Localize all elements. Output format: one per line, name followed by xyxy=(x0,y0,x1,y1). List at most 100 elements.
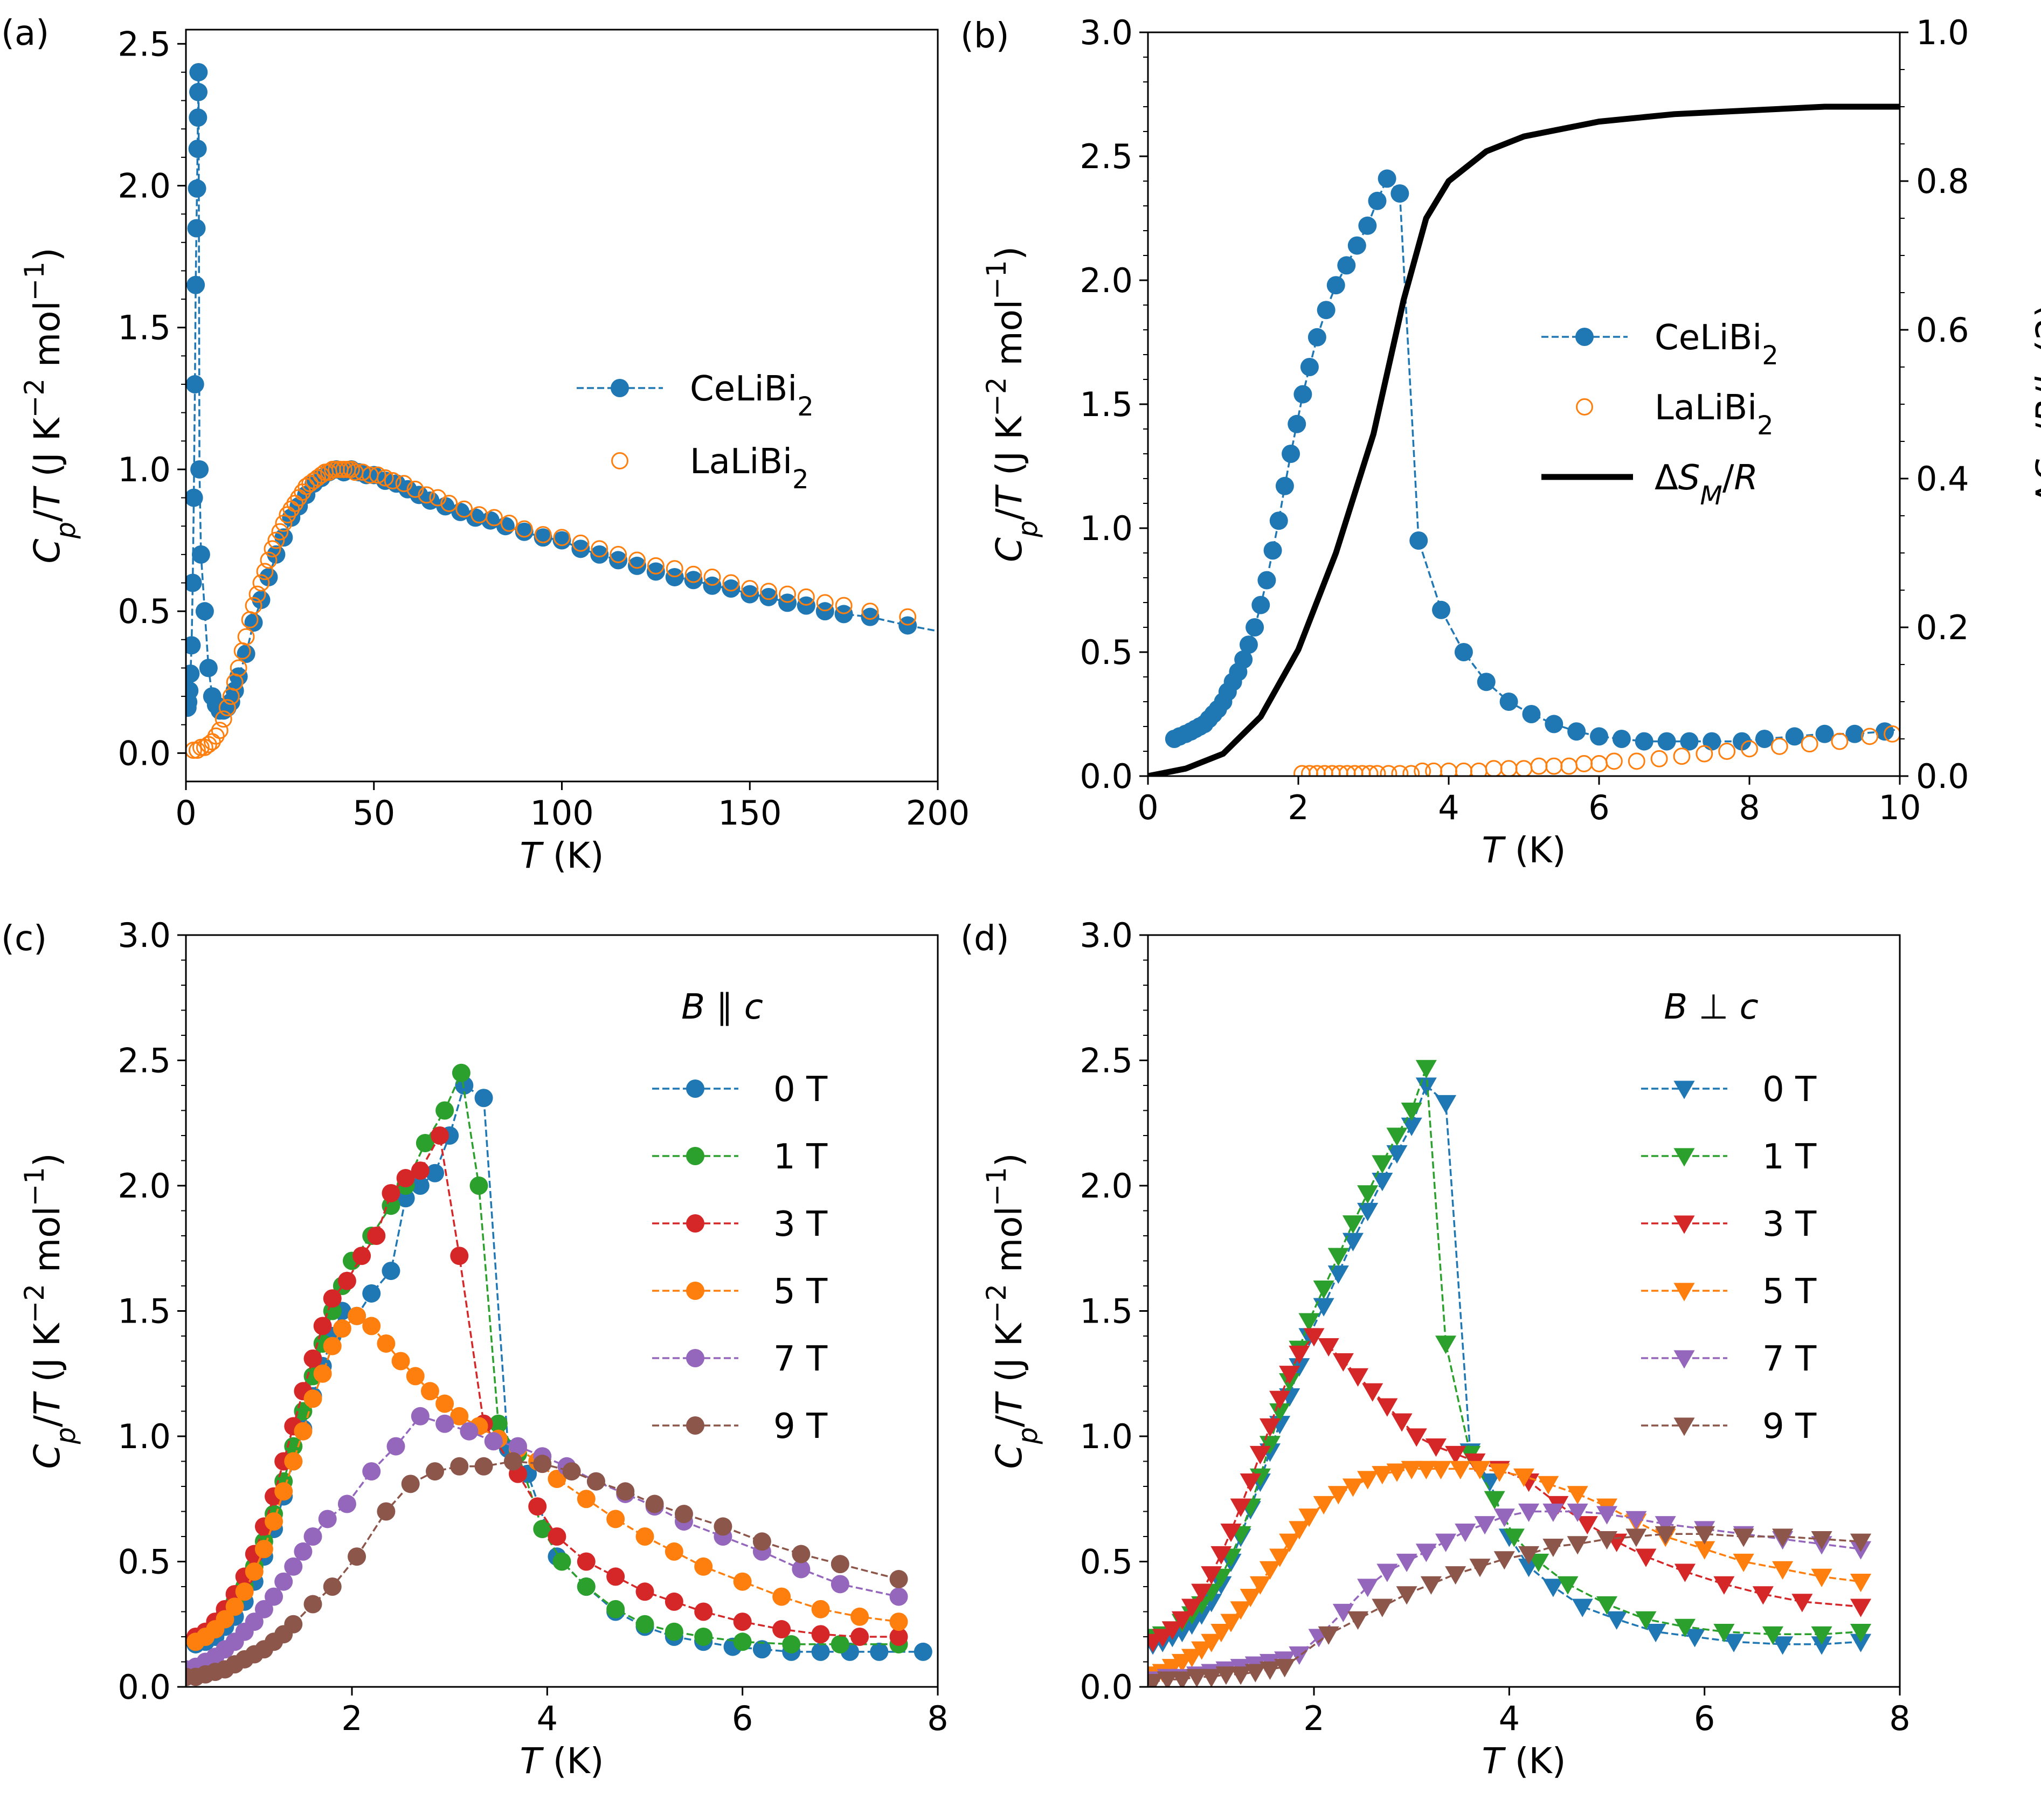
data-point xyxy=(323,1337,342,1355)
data-point xyxy=(1327,1248,1349,1267)
data-point xyxy=(1528,1553,1549,1573)
data-point xyxy=(191,545,210,564)
data-point xyxy=(271,523,289,541)
data-point xyxy=(1576,1516,1598,1535)
panel-b: 0 2 4 6 8 100.00.51.01.52.02.53.00.00.20.40.6… xyxy=(960,13,2041,871)
data-point xyxy=(382,1262,400,1281)
y-right-tick-label: 0.4 xyxy=(1916,459,1969,499)
data-point xyxy=(406,480,424,498)
legend-item: 7 T xyxy=(652,1339,828,1379)
data-point xyxy=(534,528,552,547)
data-point xyxy=(1674,1563,1696,1582)
y-tick-label: 1.0 xyxy=(117,450,171,489)
data-point xyxy=(245,1562,264,1581)
data-point xyxy=(1181,1598,1203,1617)
x-tick-label: 6 xyxy=(1694,1699,1715,1738)
x-tick-label: 4 xyxy=(1438,788,1459,827)
data-point xyxy=(1396,1586,1417,1605)
data-point xyxy=(435,1394,454,1413)
data-point xyxy=(889,1587,908,1606)
plot-area xyxy=(1148,103,1900,776)
data-point xyxy=(899,608,917,626)
data-point xyxy=(752,1640,771,1659)
data-point xyxy=(1230,1498,1251,1517)
legend: CeLiBi2 LaLiBi2 xyxy=(577,369,814,495)
data-point xyxy=(1477,673,1496,691)
data-point xyxy=(406,1367,425,1386)
data-point xyxy=(1300,358,1319,376)
plot-area xyxy=(186,1063,932,1686)
data-point xyxy=(245,1613,264,1631)
y-right-tick-label: 1.0 xyxy=(1916,13,1969,52)
series-5-t xyxy=(1148,1461,1872,1685)
data-point xyxy=(1275,476,1294,495)
data-point xyxy=(1513,1468,1535,1487)
y-tick-label: 0.5 xyxy=(1080,633,1133,672)
data-point xyxy=(647,557,665,575)
data-point xyxy=(1590,755,1608,772)
panel-d: 2 4 6 8 0.0 0.5 1.0 1.5 2.0 2.5 3.0 T (K) Cp/T (J K−… xyxy=(960,916,1911,1782)
data-point xyxy=(1770,737,1788,755)
data-point xyxy=(733,1613,752,1631)
data-point xyxy=(450,1407,469,1425)
data-point xyxy=(189,108,207,127)
data-point xyxy=(1522,705,1541,723)
x-tick-label: 2 xyxy=(341,1699,362,1738)
data-point xyxy=(1515,760,1533,776)
data-point xyxy=(609,551,628,570)
data-point xyxy=(1713,1624,1735,1643)
data-point xyxy=(611,379,629,397)
data-point xyxy=(1635,732,1653,751)
data-point xyxy=(1791,1594,1813,1613)
data-point xyxy=(1605,752,1623,770)
data-point xyxy=(275,515,293,532)
x-tick-label: 50 xyxy=(352,793,395,833)
legend-label: 7 T xyxy=(1762,1339,1817,1379)
data-point xyxy=(1450,1461,1471,1479)
data-point xyxy=(1493,1508,1515,1527)
panel-a: 0 50 100 150 200 0.0 0.5 1.0 1.5 2.0 2.5 T (K) Cp/T … xyxy=(1,13,970,876)
data-point xyxy=(1575,328,1594,346)
data-point xyxy=(1785,727,1804,746)
data-point xyxy=(1391,765,1409,776)
data-point xyxy=(1673,748,1691,765)
data-point xyxy=(411,1407,430,1425)
data-point xyxy=(1293,385,1312,404)
data-point xyxy=(811,1600,830,1618)
data-point xyxy=(1361,765,1379,776)
data-point xyxy=(1259,1418,1281,1437)
legend-label: CeLiBi2 xyxy=(1655,318,1779,371)
x-tick-label: 0 xyxy=(1137,788,1158,827)
data-point xyxy=(237,628,255,646)
data-point xyxy=(684,571,703,590)
data-point xyxy=(1386,1145,1408,1164)
legend-item: LaLiBi2 xyxy=(611,442,809,495)
data-point xyxy=(429,489,447,507)
panel-label: (b) xyxy=(960,16,1009,56)
data-point xyxy=(1313,1298,1334,1317)
data-point xyxy=(1455,1524,1476,1542)
data-point xyxy=(1861,728,1879,745)
data-point xyxy=(1845,724,1864,743)
data-point xyxy=(186,275,205,294)
data-point xyxy=(186,681,199,700)
data-point xyxy=(1469,1559,1491,1577)
data-point xyxy=(591,540,608,558)
data-point xyxy=(1612,730,1631,748)
data-point xyxy=(1518,1546,1540,1565)
data-point xyxy=(1590,727,1608,746)
data-point xyxy=(1545,757,1563,775)
series--s-m-r xyxy=(1148,103,1900,776)
data-point xyxy=(835,597,853,614)
data-point xyxy=(1148,1674,1164,1687)
legend-title: B ⊥ c xyxy=(1664,987,1759,1027)
data-point xyxy=(1239,635,1258,654)
data-point xyxy=(1274,1659,1296,1678)
data-point xyxy=(733,1632,752,1651)
data-point xyxy=(1625,1511,1647,1530)
data-point xyxy=(1567,722,1586,741)
data-point xyxy=(1201,1634,1222,1652)
data-point xyxy=(610,545,627,563)
data-point xyxy=(386,1437,405,1456)
data-point xyxy=(1673,1283,1695,1302)
